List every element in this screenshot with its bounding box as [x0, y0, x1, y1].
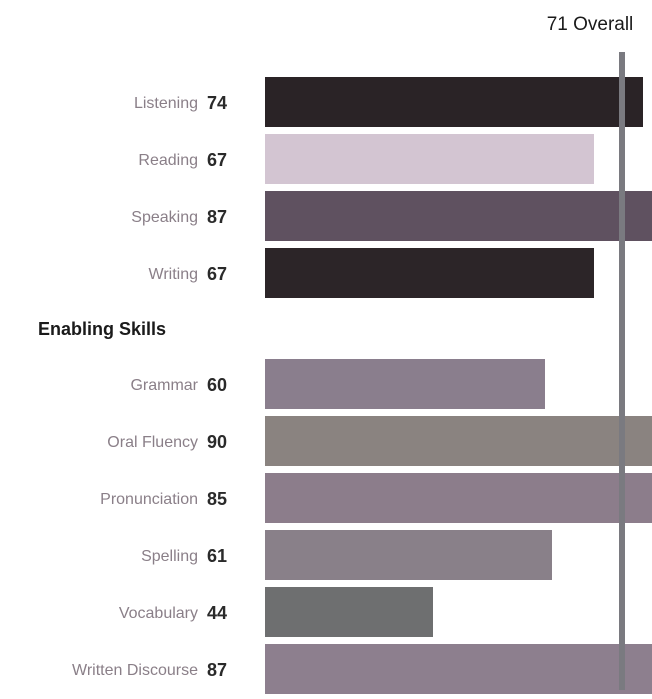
value-label-oral-fluency: 90 — [207, 432, 227, 452]
bar-vocabulary — [265, 587, 433, 637]
category-label-grammar: Grammar — [130, 377, 198, 394]
category-label-pronunciation: Pronunciation — [100, 491, 198, 508]
value-label-written-discourse: 87 — [207, 660, 227, 680]
group-heading-1: Enabling Skills — [38, 319, 166, 339]
category-label-written-discourse: Written Discourse — [72, 662, 198, 679]
bar-spelling — [265, 530, 552, 580]
bar-speaking — [265, 191, 652, 241]
category-label-speaking: Speaking — [131, 209, 198, 226]
bar-listening — [265, 77, 643, 127]
value-label-writing: 67 — [207, 264, 227, 284]
value-label-listening: 74 — [207, 93, 227, 113]
category-label-oral-fluency: Oral Fluency — [107, 434, 198, 451]
bar-grammar — [265, 359, 545, 409]
value-label-speaking: 87 — [207, 207, 227, 227]
category-label-spelling: Spelling — [141, 548, 198, 565]
bar-reading — [265, 134, 594, 184]
category-label-writing: Writing — [149, 266, 199, 283]
bar-oral-fluency — [265, 416, 652, 466]
category-label-reading: Reading — [138, 152, 198, 169]
bar-writing — [265, 248, 594, 298]
value-label-reading: 67 — [207, 150, 227, 170]
bar-written-discourse — [265, 644, 652, 694]
value-label-spelling: 61 — [207, 546, 227, 566]
category-label-vocabulary: Vocabulary — [119, 605, 198, 622]
category-label-listening: Listening — [134, 95, 198, 112]
value-label-vocabulary: 44 — [207, 603, 227, 623]
bar-pronunciation — [265, 473, 652, 523]
value-label-pronunciation: 85 — [207, 489, 227, 509]
overall-label: 71 Overall — [547, 14, 634, 35]
value-label-grammar: 60 — [207, 375, 227, 395]
